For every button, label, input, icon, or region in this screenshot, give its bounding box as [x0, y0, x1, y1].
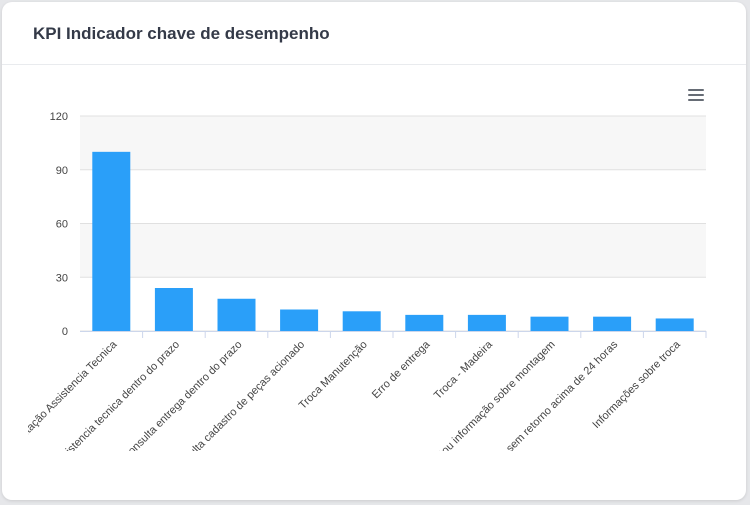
y-tick-label: 120 [50, 111, 68, 123]
y-tick-label: 90 [56, 165, 68, 177]
hamburger-menu-icon-line [688, 89, 704, 91]
x-tick-label: Consulta entrega dentro do prazo [120, 339, 244, 463]
bar [467, 314, 506, 331]
bar [655, 318, 694, 331]
plot-band [80, 116, 706, 170]
card-header: KPI Indicador chave de desempenho [2, 2, 746, 65]
bar [342, 311, 381, 331]
hamburger-menu-icon-line [688, 99, 704, 101]
plot-band [80, 223, 706, 278]
x-tick-label: Erro de entrega [370, 338, 433, 401]
x-tick-label: Troca Manutenção [297, 339, 370, 412]
hamburger-menu-icon-line [688, 94, 704, 96]
x-tick-labels: Solicitação Assistencia TecnicaConsulta … [4, 338, 683, 478]
y-tick-label: 30 [56, 272, 68, 284]
x-tick-label: Solicitação Assistencia Tecnica [4, 338, 120, 454]
x-tick-label: Troca - Madeira [432, 338, 496, 402]
bar [217, 298, 256, 331]
bar [405, 314, 444, 331]
x-tick-label: Solicitou informação sobre montagem [419, 339, 558, 478]
bar [530, 316, 569, 331]
bar [593, 316, 632, 331]
x-tick-label: Consulta cadastro de peças acionado [169, 339, 308, 478]
bar [92, 151, 131, 331]
bar [280, 309, 319, 331]
y-tick-label: 60 [56, 219, 68, 231]
chart-context-menu-button[interactable] [688, 89, 704, 101]
card-title: KPI Indicador chave de desempenho [33, 24, 330, 43]
y-tick-label: 0 [62, 326, 68, 338]
bar [154, 288, 193, 331]
